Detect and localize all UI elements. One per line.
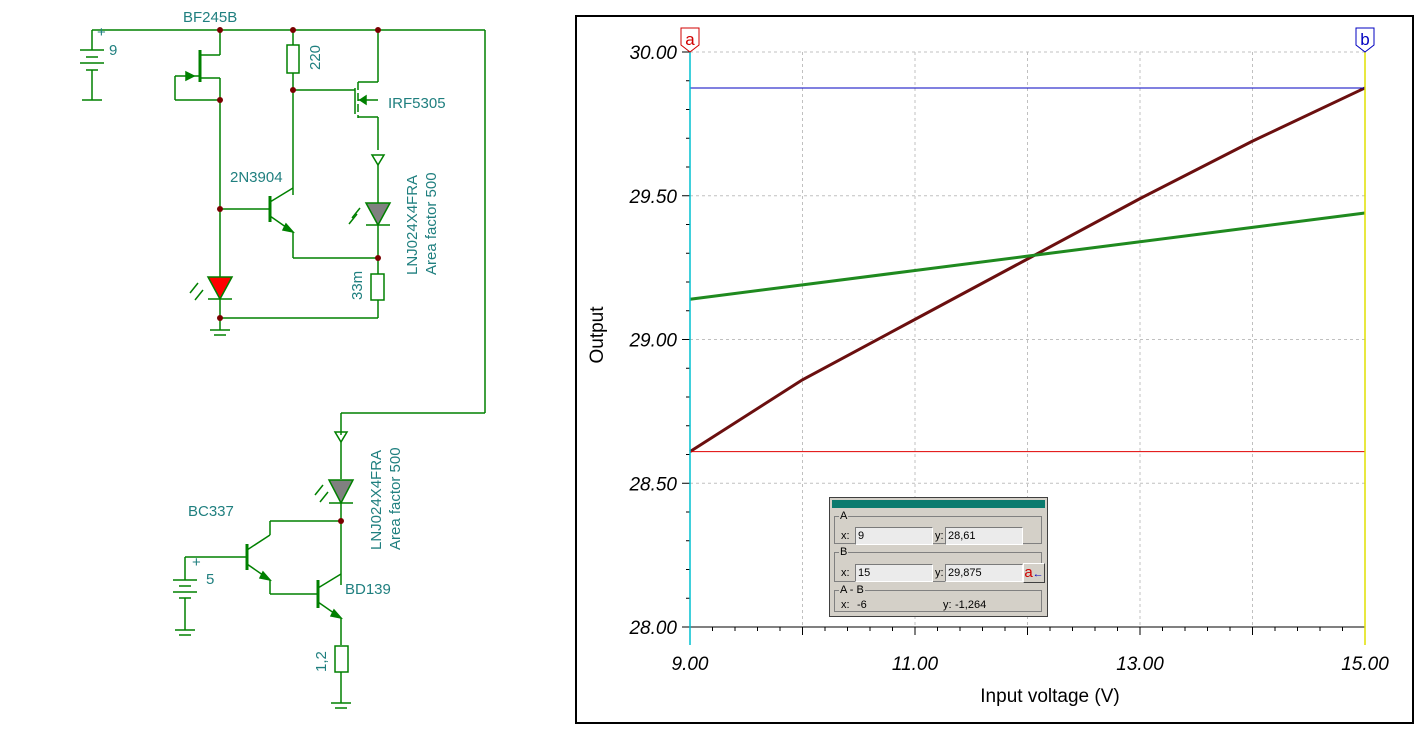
resistor-220-label: 220 — [307, 45, 324, 70]
jfet-label: BF245B — [183, 9, 237, 26]
series-lines — [689, 86, 1366, 453]
cursor-diff-y-value: -1,264 — [955, 599, 987, 611]
transistor-2n3904[interactable] — [220, 187, 296, 258]
y-tick-label: 30.00 — [629, 43, 677, 64]
ground-symbol-mid — [210, 329, 230, 336]
cursor-b-group: B x: 15 y: 29,875 a← — [834, 546, 1045, 583]
cursor-a-group-label: A — [840, 510, 848, 522]
cursor-b-y-field[interactable]: 29,875 — [945, 564, 1023, 582]
cursor-a-x-label: x: — [841, 530, 850, 542]
x-tick-label: 13.00 — [1116, 654, 1164, 675]
ground-symbol-bottom-battery — [175, 629, 195, 636]
transistor-bc337-label: BC337 — [188, 503, 234, 520]
y-tick-label: 28.00 — [628, 618, 677, 639]
circuit-schematic: 9 + BF245B 220 IRF5305 2N3904 LNJ024X4FR… — [80, 9, 486, 709]
transistor-bd139-label: BD139 — [345, 581, 391, 598]
cursor-diff-x-value: -6 — [857, 599, 867, 611]
resistor-1-2[interactable] — [334, 645, 349, 703]
transistor-2n3904-label: 2N3904 — [230, 169, 283, 186]
swap-cursor-button-label: a — [1024, 564, 1033, 581]
led-bottom-label-line1: LNJ024X4FRA — [368, 450, 385, 550]
battery-top-voltage-label: 9 — [109, 42, 117, 59]
x-tick-label: 11.00 — [892, 654, 939, 675]
resistor-1-2-label: 1,2 — [313, 651, 330, 672]
cursor-b-flag-shape[interactable] — [1355, 27, 1375, 53]
resistor-33m-label: 33m — [349, 271, 366, 300]
battery-top[interactable] — [80, 30, 104, 100]
battery-bottom-plus: + — [192, 554, 201, 571]
cursor-panel-titlebar[interactable] — [832, 500, 1045, 508]
cursor-diff-x-label: x: — [841, 599, 850, 611]
y-tick-label: 29.00 — [628, 331, 677, 352]
cursor-b-x-label: x: — [841, 567, 850, 579]
cursor-b-x-field[interactable]: 15 — [855, 564, 933, 582]
cursor-a-flag[interactable]: a — [680, 27, 700, 53]
cursor-diff-y-label: y: — [943, 599, 952, 611]
y-axis-title: Output — [587, 306, 608, 364]
series-line-2 — [689, 211, 1366, 301]
battery-bottom[interactable] — [173, 557, 197, 630]
cursor-a-y-field[interactable]: 28,61 — [945, 527, 1023, 545]
mosfet-irf5305[interactable] — [354, 30, 379, 150]
cursor-b-flag-label: b — [1360, 30, 1369, 49]
x-tick-label: 9.00 — [672, 654, 709, 675]
mosfet-label: IRF5305 — [388, 95, 446, 112]
battery-bottom-voltage-label: 5 — [206, 571, 214, 588]
led-top-label-line1: LNJ024X4FRA — [404, 175, 421, 275]
series-line-1 — [689, 86, 1366, 453]
y-tick-label: 28.50 — [628, 474, 677, 495]
cursor-a-flag-label: a — [685, 30, 695, 49]
led-top-label-line2: Area factor 500 — [423, 172, 440, 275]
cursor-b-y-label: y: — [935, 567, 944, 579]
junction-dots — [217, 27, 381, 524]
led-bottom-label-line2: Area factor 500 — [387, 447, 404, 550]
x-axis-title: Input voltage (V) — [980, 686, 1119, 707]
battery-top-plus: + — [97, 24, 106, 41]
cursor-diff-group-label: A - B — [840, 584, 864, 596]
transistor-bc337[interactable] — [185, 521, 273, 594]
cursor-b-group-label: B — [840, 546, 848, 558]
cursor-readout-panel[interactable]: A x: 9 y: 28,61 B x: 15 y: 29,875 a← A -… — [829, 497, 1048, 617]
swap-cursor-button[interactable]: a← — [1023, 563, 1045, 583]
cursor-diff-group: A - B x: -6 y: -1,264 — [834, 584, 1042, 612]
transistor-bd139[interactable] — [316, 573, 344, 645]
cursor-a-flag-shape[interactable] — [680, 27, 700, 53]
cursor-a-x-field[interactable]: 9 — [855, 527, 933, 545]
tick-labels: 9.00 11.00 13.00 15.00 28.00 28.50 29.00 29.50 3… — [628, 43, 1389, 675]
cursor-a-group: A x: 9 y: 28,61 — [834, 510, 1042, 545]
arrow-left-icon: ← — [1032, 568, 1044, 580]
led-bottom[interactable] — [314, 431, 353, 585]
jfet-bf245b[interactable] — [174, 30, 221, 101]
ground-symbol-bottom — [331, 702, 351, 709]
cursor-a-y-label: y: — [935, 530, 944, 542]
y-tick-label: 29.50 — [628, 187, 677, 208]
x-tick-label: 15.00 — [1341, 654, 1389, 675]
cursor-b-flag[interactable]: b — [1355, 27, 1375, 53]
